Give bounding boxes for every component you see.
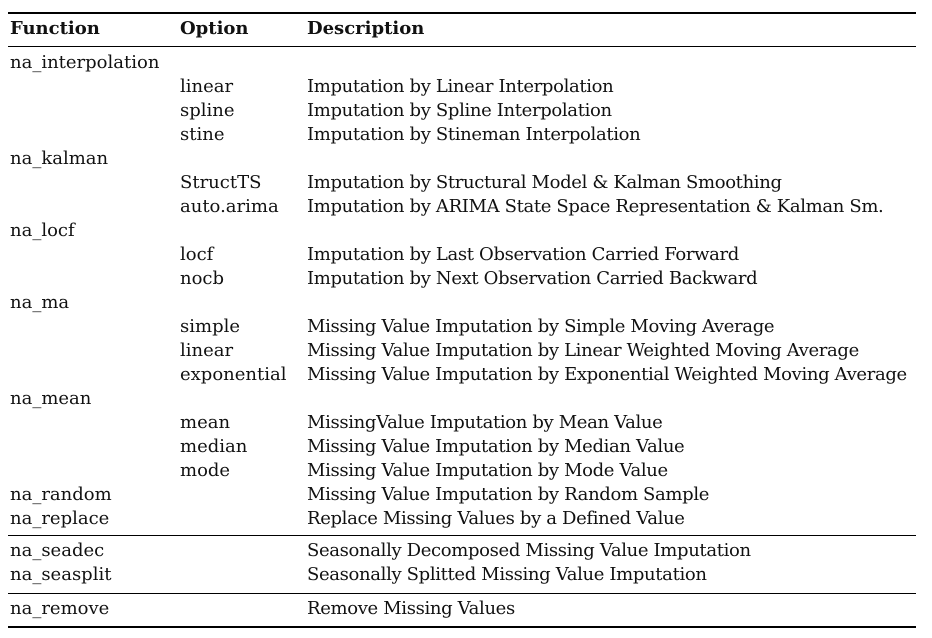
- description-cell: Missing Value Imputation by Linear Weigh…: [307, 340, 859, 361]
- function-cell: na_interpolation: [10, 52, 160, 73]
- table-row: auto.arima Imputation by ARIMA State Spac…: [0, 196, 932, 220]
- table-row: na_random Missing Value Imputation by Ran…: [0, 484, 932, 508]
- top-rule: [8, 12, 916, 14]
- header-option: Option: [180, 18, 249, 39]
- table-row: nocb Imputation by Next Observation Carri…: [0, 268, 932, 292]
- function-cell: na_kalman: [10, 148, 109, 169]
- option-cell: spline: [180, 100, 235, 121]
- description-cell: Remove Missing Values: [307, 598, 515, 619]
- description-cell: Seasonally Decomposed Missing Value Impu…: [307, 540, 751, 561]
- description-cell: Imputation by Linear Interpolation: [307, 76, 614, 97]
- function-cell: na_replace: [10, 508, 110, 529]
- description-cell: Seasonally Splitted Missing Value Imputa…: [307, 564, 707, 585]
- table-row: na_kalman: [0, 148, 932, 172]
- table-row: spline Imputation by Spline Interpolation: [0, 100, 932, 124]
- description-cell: Missing Value Imputation by Median Value: [307, 436, 685, 457]
- table-row: na_seadec Seasonally Decomposed Missing V…: [0, 540, 932, 564]
- group-separator-rule: [8, 593, 916, 594]
- function-cell: na_seasplit: [10, 564, 112, 585]
- function-cell: na_locf: [10, 220, 75, 241]
- description-cell: Imputation by Spline Interpolation: [307, 100, 612, 121]
- header-description: Description: [307, 18, 425, 39]
- table-row: locf Imputation by Last Observation Carri…: [0, 244, 932, 268]
- table-row: linear Missing Value Imputation by Linear…: [0, 340, 932, 364]
- description-cell: Imputation by ARIMA State Space Represen…: [307, 196, 884, 217]
- table-row: linear Imputation by Linear Interpolation: [0, 76, 932, 100]
- description-cell: Imputation by Stineman Interpolation: [307, 124, 641, 145]
- option-cell: auto.arima: [180, 196, 279, 217]
- option-cell: simple: [180, 316, 240, 337]
- function-cell: na_mean: [10, 388, 92, 409]
- table-row: na_locf: [0, 220, 932, 244]
- table-row: median Missing Value Imputation by Median…: [0, 436, 932, 460]
- description-cell: Imputation by Last Observation Carried F…: [307, 244, 739, 265]
- table-row: na_interpolation: [0, 52, 932, 76]
- option-cell: stine: [180, 124, 225, 145]
- function-cell: na_seadec: [10, 540, 105, 561]
- option-cell: locf: [180, 244, 214, 265]
- option-cell: linear: [180, 76, 234, 97]
- option-cell: median: [180, 436, 248, 457]
- table-row: na_mean: [0, 388, 932, 412]
- option-cell: mean: [180, 412, 231, 433]
- table-row: na_replace Replace Missing Values by a De…: [0, 508, 932, 532]
- option-cell: mode: [180, 460, 231, 481]
- table-row: mean MissingValue Imputation by Mean Valu…: [0, 412, 932, 436]
- option-cell: exponential: [180, 364, 287, 385]
- header-function: Function: [10, 18, 100, 39]
- description-cell: Missing Value Imputation by Random Sampl…: [307, 484, 710, 505]
- option-cell: linear: [180, 340, 234, 361]
- table-row: stine Imputation by Stineman Interpolatio…: [0, 124, 932, 148]
- description-cell: Imputation by Next Observation Carried B…: [307, 268, 758, 289]
- function-cell: na_remove: [10, 598, 110, 619]
- description-cell: Missing Value Imputation by Simple Movin…: [307, 316, 775, 337]
- function-cell: na_random: [10, 484, 112, 505]
- description-cell: Missing Value Imputation by Mode Value: [307, 460, 668, 481]
- option-cell: nocb: [180, 268, 225, 289]
- function-cell: na_ma: [10, 292, 70, 313]
- table-row: na_seasplit Seasonally Splitted Missing V…: [0, 564, 932, 588]
- table-row: simple Missing Value Imputation by Simple…: [0, 316, 932, 340]
- description-cell: Missing Value Imputation by Exponential …: [307, 364, 907, 385]
- table-row: StructTS Imputation by Structural Model &…: [0, 172, 932, 196]
- description-cell: Imputation by Structural Model & Kalman …: [307, 172, 782, 193]
- table-row: exponential Missing Value Imputation by E…: [0, 364, 932, 388]
- table-row: na_remove Remove Missing Values: [0, 598, 932, 622]
- table-row: mode Missing Value Imputation by Mode Val…: [0, 460, 932, 484]
- group-separator-rule: [8, 535, 916, 536]
- header-rule: [8, 46, 916, 47]
- option-cell: StructTS: [180, 172, 262, 193]
- description-cell: MissingValue Imputation by Mean Value: [307, 412, 663, 433]
- bottom-rule: [8, 626, 916, 628]
- description-cell: Replace Missing Values by a Defined Valu…: [307, 508, 685, 529]
- table-row: na_ma: [0, 292, 932, 316]
